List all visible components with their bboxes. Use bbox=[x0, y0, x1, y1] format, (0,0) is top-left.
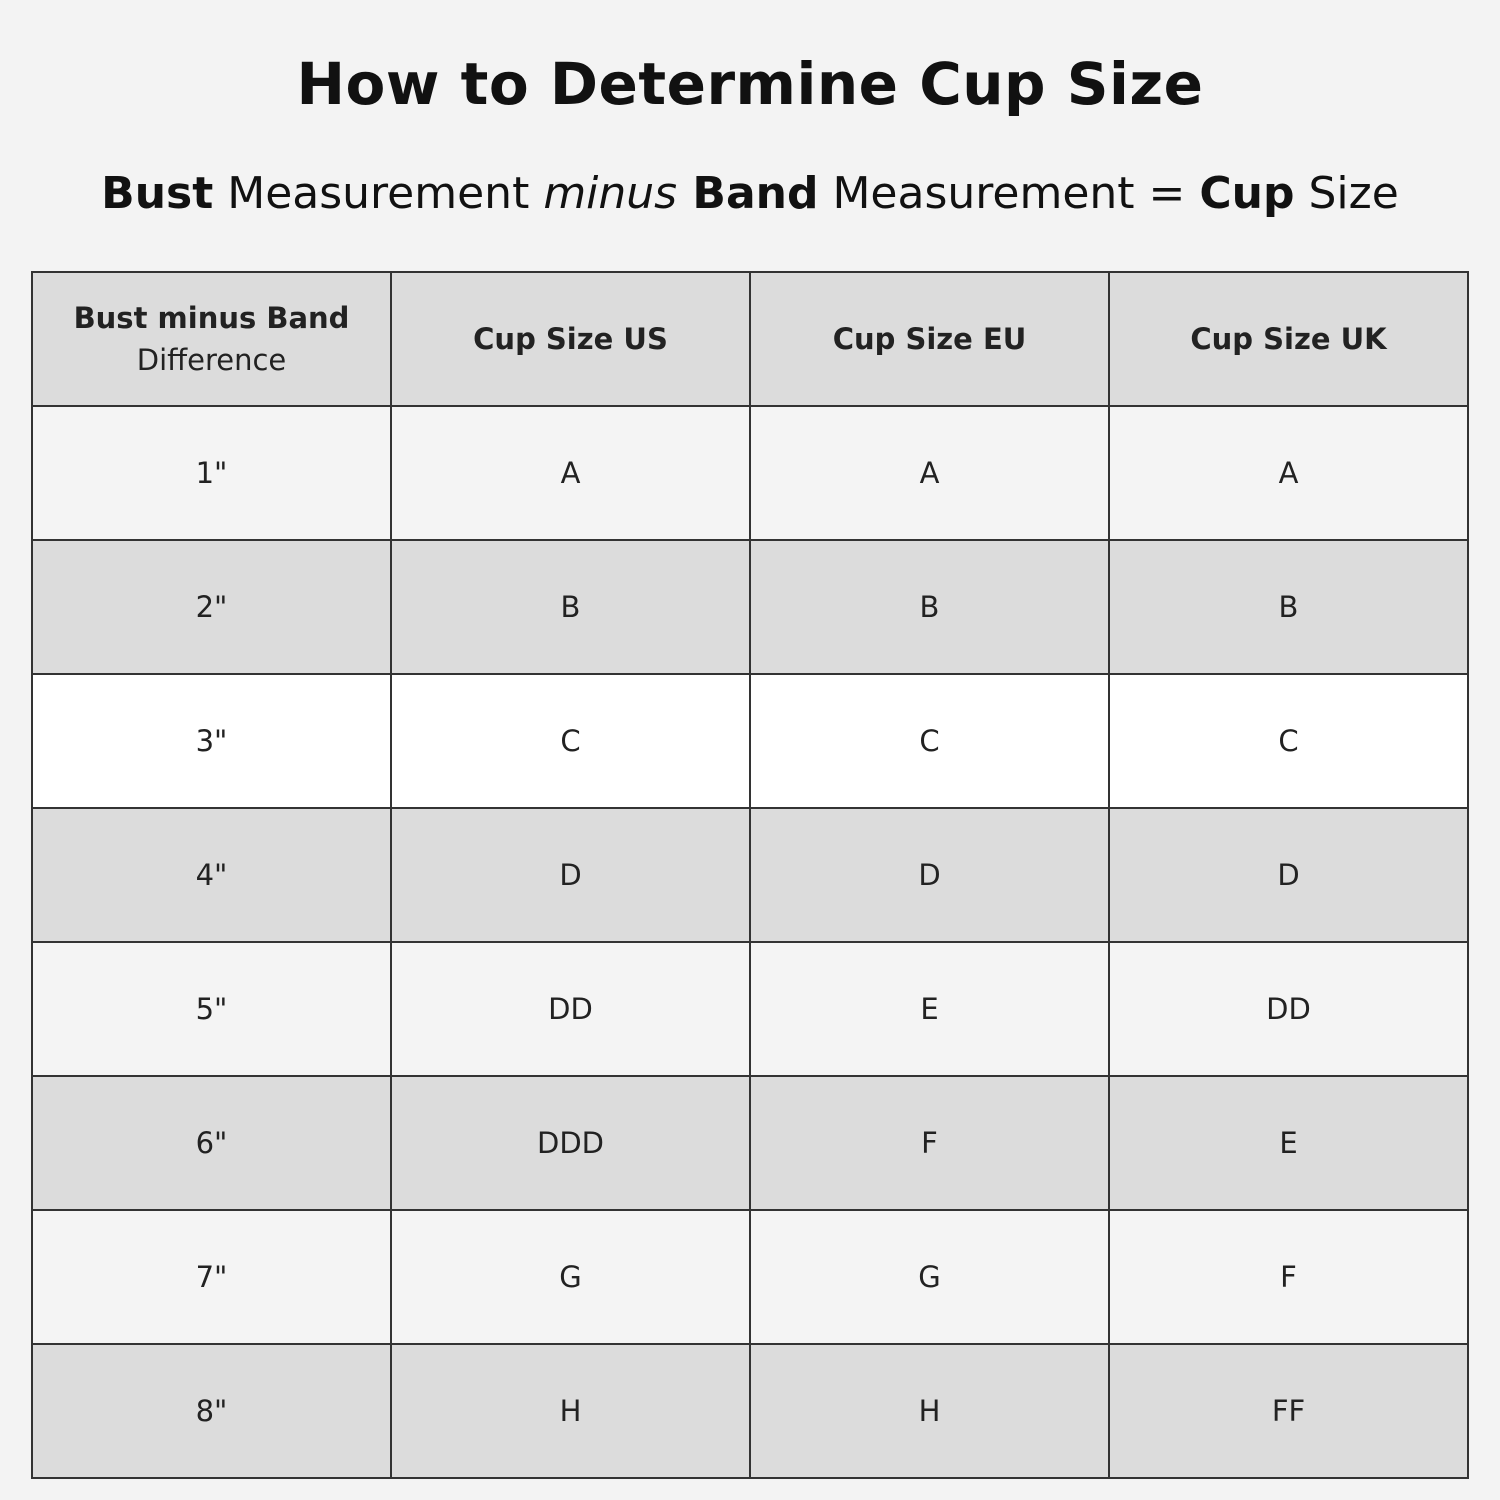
formula-bust: Bust bbox=[101, 168, 214, 219]
table-row: 5" DD E DD bbox=[31, 941, 1469, 1077]
cell-us: A bbox=[390, 405, 751, 541]
table-row: 6" DDD F E bbox=[31, 1075, 1469, 1211]
cell-eu: A bbox=[749, 405, 1110, 541]
cell-eu: B bbox=[749, 539, 1110, 675]
formula-text: Measurement bbox=[213, 168, 544, 219]
cell-difference: 8" bbox=[31, 1343, 392, 1479]
formula-text: Measurement = bbox=[818, 168, 1200, 219]
cell-us: C bbox=[390, 673, 751, 809]
cell-eu: H bbox=[749, 1343, 1110, 1479]
formula-text: Size bbox=[1294, 168, 1399, 219]
cell-difference: 3" bbox=[31, 673, 392, 809]
table-row: 4" D D D bbox=[31, 807, 1469, 943]
cell-uk: DD bbox=[1108, 941, 1469, 1077]
cell-uk: C bbox=[1108, 673, 1469, 809]
formula-cup: Cup bbox=[1199, 168, 1295, 219]
table-row: 3" C C C bbox=[31, 673, 1469, 809]
cell-uk: FF bbox=[1108, 1343, 1469, 1479]
cell-uk: B bbox=[1108, 539, 1469, 675]
cell-eu: F bbox=[749, 1075, 1110, 1211]
table-row: 7" G G F bbox=[31, 1209, 1469, 1345]
formula-minus: minus bbox=[543, 168, 678, 219]
page-title: How to Determine Cup Size bbox=[296, 50, 1204, 118]
header-difference: Bust minus Band Difference bbox=[31, 271, 392, 407]
cell-uk: A bbox=[1108, 405, 1469, 541]
header-label: Bust minus Band bbox=[73, 301, 350, 335]
cup-size-table: Bust minus Band Difference Cup Size US Cu… bbox=[31, 271, 1469, 1479]
table-row: 8" H H FF bbox=[31, 1343, 1469, 1479]
cell-eu: C bbox=[749, 673, 1110, 809]
cell-us: G bbox=[390, 1209, 751, 1345]
formula-band: Band bbox=[677, 168, 819, 219]
table-header-row: Bust minus Band Difference Cup Size US Cu… bbox=[31, 271, 1469, 407]
cell-difference: 2" bbox=[31, 539, 392, 675]
header-eu: Cup Size EU bbox=[749, 271, 1110, 407]
formula-subtitle: Bust Measurement minus Band Measurement … bbox=[0, 168, 1500, 219]
cell-eu: E bbox=[749, 941, 1110, 1077]
cell-us: DD bbox=[390, 941, 751, 1077]
cell-uk: F bbox=[1108, 1209, 1469, 1345]
cell-uk: E bbox=[1108, 1075, 1469, 1211]
header-sublabel: Difference bbox=[136, 343, 287, 377]
table-row: 2" B B B bbox=[31, 539, 1469, 675]
cell-uk: D bbox=[1108, 807, 1469, 943]
cell-eu: D bbox=[749, 807, 1110, 943]
header-uk: Cup Size UK bbox=[1108, 271, 1469, 407]
cell-us: D bbox=[390, 807, 751, 943]
cell-difference: 1" bbox=[31, 405, 392, 541]
cell-eu: G bbox=[749, 1209, 1110, 1345]
cell-difference: 5" bbox=[31, 941, 392, 1077]
cell-us: H bbox=[390, 1343, 751, 1479]
cell-difference: 4" bbox=[31, 807, 392, 943]
cell-us: DDD bbox=[390, 1075, 751, 1211]
cell-difference: 7" bbox=[31, 1209, 392, 1345]
cell-difference: 6" bbox=[31, 1075, 392, 1211]
header-us: Cup Size US bbox=[390, 271, 751, 407]
table-row: 1" A A A bbox=[31, 405, 1469, 541]
cell-us: B bbox=[390, 539, 751, 675]
